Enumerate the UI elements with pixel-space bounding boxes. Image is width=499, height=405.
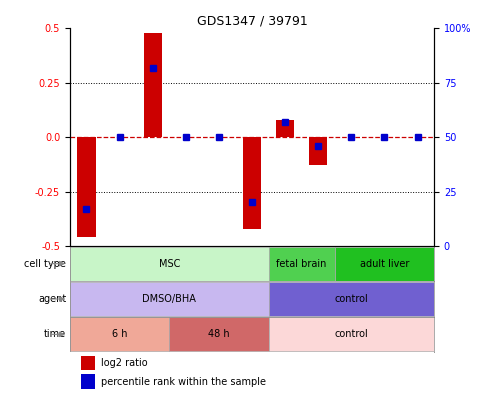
Bar	[169, 318, 268, 352]
Text: control: control	[334, 294, 368, 304]
Bar	[70, 318, 169, 352]
Bar	[268, 318, 434, 352]
Title: GDS1347 / 39791: GDS1347 / 39791	[197, 14, 307, 27]
Bar	[70, 282, 268, 316]
Text: cell type: cell type	[24, 259, 66, 269]
Text: 6 h: 6 h	[112, 329, 127, 339]
Bar	[77, 137, 95, 237]
Bar	[309, 137, 327, 166]
Bar	[243, 137, 261, 228]
Text: 48 h: 48 h	[208, 329, 230, 339]
Text: fetal brain: fetal brain	[276, 259, 327, 269]
Text: DMSO/BHA: DMSO/BHA	[142, 294, 196, 304]
Bar	[70, 247, 268, 281]
Bar	[81, 375, 95, 389]
Text: control: control	[334, 329, 368, 339]
Bar	[81, 356, 95, 371]
Text: MSC: MSC	[159, 259, 180, 269]
Text: log2 ratio: log2 ratio	[101, 358, 147, 369]
Bar	[335, 247, 434, 281]
Text: adult liver: adult liver	[360, 259, 409, 269]
Text: percentile rank within the sample: percentile rank within the sample	[101, 377, 266, 387]
Bar	[276, 120, 294, 137]
Bar	[268, 282, 434, 316]
Text: agent: agent	[38, 294, 66, 304]
Text: time: time	[44, 329, 66, 339]
Bar	[268, 247, 335, 281]
Bar	[144, 33, 162, 137]
